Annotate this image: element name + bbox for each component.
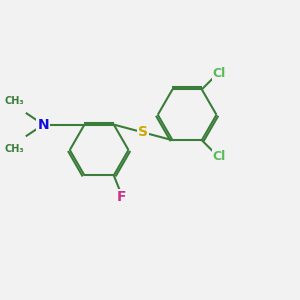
Text: N: N <box>38 118 49 132</box>
Text: CH₃: CH₃ <box>5 95 24 106</box>
Text: F: F <box>116 190 126 204</box>
Text: CH₃: CH₃ <box>5 144 24 154</box>
Text: Cl: Cl <box>213 150 226 163</box>
Text: Cl: Cl <box>213 67 226 80</box>
Text: S: S <box>138 125 148 140</box>
